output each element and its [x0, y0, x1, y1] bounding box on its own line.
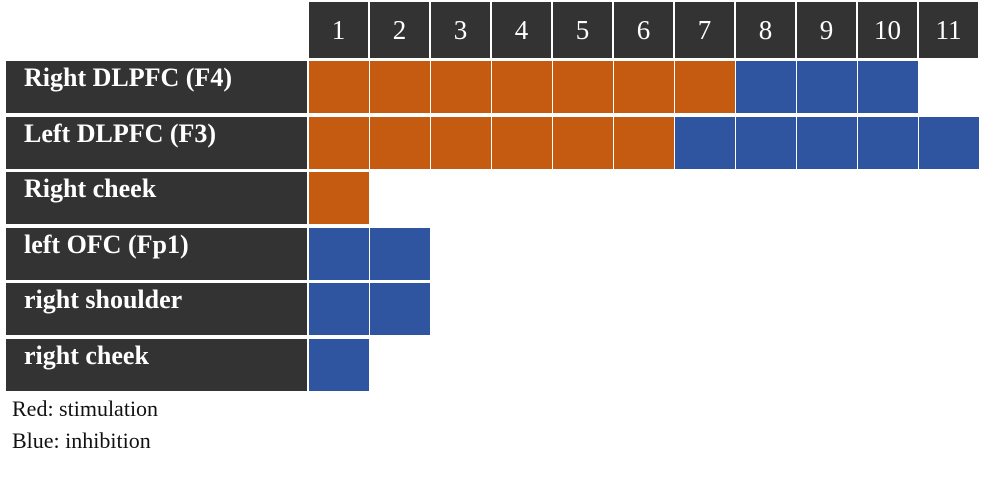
cell-inhibition	[370, 283, 430, 335]
cell-stimulation	[309, 117, 369, 169]
cell-inhibition	[370, 228, 430, 280]
column-header-2: 2	[370, 2, 429, 58]
cell-inhibition	[309, 339, 369, 391]
cell-stimulation	[370, 117, 430, 169]
cell-inhibition	[797, 61, 857, 113]
column-header-11: 11	[919, 2, 978, 58]
cell-stimulation	[553, 61, 613, 113]
row-label: Left DLPFC (F3)	[6, 117, 307, 169]
legend-inhibition: Blue: inhibition	[12, 428, 151, 453]
column-header-6: 6	[614, 2, 673, 58]
column-header-9: 9	[797, 2, 856, 58]
cell-inhibition	[736, 117, 796, 169]
row-label: Right DLPFC (F4)	[6, 61, 307, 113]
cell-inhibition	[309, 283, 369, 335]
column-header-8: 8	[736, 2, 795, 58]
cell-stimulation	[309, 61, 369, 113]
column-header-3: 3	[431, 2, 490, 58]
cell-stimulation	[492, 117, 552, 169]
row-label: left OFC (Fp1)	[6, 228, 307, 280]
cell-stimulation	[553, 117, 613, 169]
cell-inhibition	[919, 117, 979, 169]
legend-stimulation: Red: stimulation	[12, 396, 159, 421]
cell-inhibition	[858, 61, 918, 113]
column-header-5: 5	[553, 2, 612, 58]
cell-stimulation	[309, 172, 369, 224]
row-label: Right cheek	[6, 172, 307, 224]
row-label: right shoulder	[6, 283, 307, 335]
cell-inhibition	[675, 117, 735, 169]
cell-inhibition	[858, 117, 918, 169]
column-header-4: 4	[492, 2, 551, 58]
cell-stimulation	[492, 61, 552, 113]
column-header-7: 7	[675, 2, 734, 58]
cell-stimulation	[431, 117, 491, 169]
session-chart: 1 2 3 4 5 6 7 8 9 10 11 Right DLPFC (F4) Left DLPFC …	[6, 2, 979, 391]
cell-stimulation	[370, 61, 430, 113]
column-header-1: 1	[309, 2, 368, 58]
row-label: right cheek	[6, 339, 307, 391]
cell-stimulation	[614, 117, 674, 169]
cell-stimulation	[614, 61, 674, 113]
cell-stimulation	[431, 61, 491, 113]
column-header-10: 10	[858, 2, 917, 58]
cell-inhibition	[736, 61, 796, 113]
cell-inhibition	[309, 228, 369, 280]
cell-inhibition	[797, 117, 857, 169]
cell-stimulation	[675, 61, 735, 113]
